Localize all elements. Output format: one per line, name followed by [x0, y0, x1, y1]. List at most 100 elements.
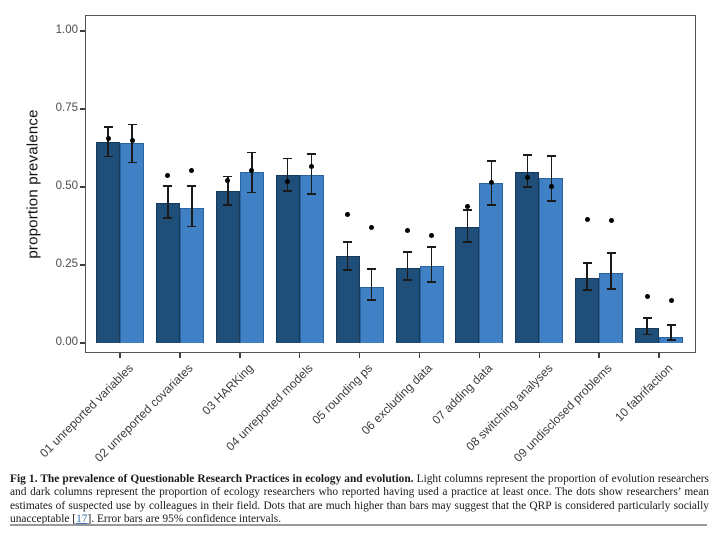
caption-text: Light columns represent the proportion o… [10, 473, 709, 526]
estimate-dot [464, 203, 470, 209]
error-bar [466, 210, 469, 242]
estimate-dot [608, 217, 614, 223]
error-bar-cap-top [486, 160, 496, 162]
estimate-dot [129, 138, 135, 144]
y-tick-label: 0.25 [55, 258, 78, 270]
error-bar [131, 124, 133, 163]
estimate-dot [285, 178, 291, 184]
error-bar-cap-top [283, 157, 293, 160]
error-bar-cap-top [546, 155, 556, 157]
estimate-dot [309, 164, 315, 170]
error-bar-cap-bottom [367, 299, 377, 301]
error-bar-cap-bottom [163, 217, 173, 219]
x-axis-label: 05 rounding ps [309, 361, 376, 428]
x-tick-mark [538, 353, 541, 358]
error-bar [406, 251, 409, 280]
caption-fig-label: Fig 1. The prevalence of Questionable Re… [10, 473, 414, 485]
estimate-dot [488, 180, 494, 186]
bar-evolution [239, 171, 264, 343]
estimate-dot [105, 136, 111, 142]
error-bar [227, 176, 229, 206]
caption-text-tail: ]. Error bars are 95% confidence interva… [87, 513, 282, 526]
y-tick-mark [80, 30, 85, 32]
y-tick-label: 0.50 [55, 180, 78, 192]
error-bar [346, 241, 349, 270]
x-tick-mark [179, 353, 181, 358]
bar-evolution [299, 175, 324, 343]
error-bar [191, 185, 193, 227]
estimate-dot [225, 177, 231, 183]
error-bar-cap-bottom [103, 155, 113, 158]
bar-ecology [515, 172, 540, 343]
y-tick-mark [80, 108, 85, 110]
reference-link[interactable]: 17 [76, 513, 88, 526]
error-bar-cap-top [403, 251, 412, 253]
error-bar-cap-bottom [223, 204, 233, 206]
error-bar-cap-bottom [187, 225, 197, 228]
estimate-dot [548, 183, 554, 189]
estimate-dot [165, 172, 171, 178]
error-bar [550, 156, 553, 202]
error-bar [286, 158, 289, 192]
y-tick-label: 0.75 [55, 102, 78, 114]
estimate-dot [189, 167, 195, 173]
error-bar [430, 246, 433, 282]
bar-evolution [179, 207, 204, 343]
bar-evolution [120, 142, 144, 343]
x-tick-mark [239, 353, 241, 358]
estimate-dot [668, 298, 674, 304]
error-bar-cap-bottom [343, 269, 353, 271]
x-axis-label: 07 adding data [429, 361, 496, 428]
x-axis-label: 09 undisclosed problems [511, 361, 616, 465]
error-bar [107, 126, 109, 157]
error-bar-cap-bottom [606, 288, 616, 290]
y-tick-label: 1.00 [55, 24, 78, 36]
error-bar-cap-top [462, 209, 472, 211]
error-bar [167, 185, 169, 219]
error-bar-cap-bottom [403, 279, 412, 281]
estimate-dot [644, 294, 650, 300]
bar-ecology [275, 175, 300, 343]
error-bar-cap-top [427, 246, 436, 248]
bar-ecology [455, 226, 480, 343]
error-bar-cap-top [367, 268, 377, 270]
error-bar-cap-top [247, 151, 257, 154]
error-bar-cap-bottom [486, 204, 496, 206]
estimate-dot [405, 228, 410, 234]
error-bar-cap-bottom [642, 333, 652, 335]
error-bar [670, 324, 672, 340]
y-tick-mark [80, 264, 85, 266]
bar-ecology [155, 203, 180, 343]
x-axis-label: 10 fabrifaction [611, 361, 676, 425]
estimate-dot [429, 233, 434, 239]
error-bar [526, 154, 529, 187]
error-bar [646, 318, 648, 335]
bar-evolution [539, 177, 564, 343]
bar-evolution [479, 182, 504, 343]
estimate-dot [345, 211, 351, 217]
x-tick-mark [418, 353, 421, 358]
error-bar [586, 263, 588, 290]
estimate-dot [249, 167, 255, 173]
x-tick-mark [598, 353, 600, 358]
error-bar-cap-bottom [247, 191, 257, 194]
error-bar-cap-bottom [307, 193, 317, 195]
error-bar-cap-top [307, 153, 317, 155]
y-tick-mark [80, 342, 85, 344]
error-bar-cap-bottom [127, 161, 137, 164]
error-bar-cap-top [223, 175, 233, 178]
error-bar-cap-top [343, 241, 353, 243]
bar-ecology [215, 191, 240, 343]
x-axis-label: 02 unreported covariates [92, 361, 196, 465]
error-bar-cap-bottom [582, 289, 592, 291]
error-bar [310, 154, 313, 195]
x-tick-mark [478, 353, 481, 358]
estimate-dot [584, 216, 590, 222]
y-tick-mark [80, 186, 85, 188]
error-bar-cap-bottom [546, 200, 556, 202]
estimate-dot [524, 174, 530, 180]
error-bar-cap-top [666, 324, 676, 326]
error-bar-cap-top [582, 262, 592, 264]
error-bar-cap-bottom [462, 241, 472, 243]
